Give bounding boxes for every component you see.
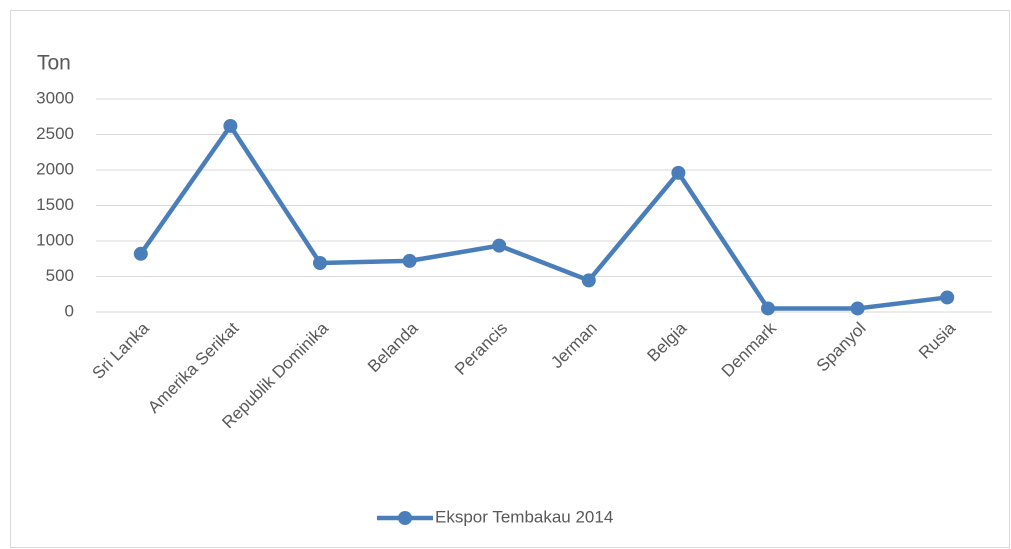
point (850, 301, 865, 316)
line (138, 123, 948, 311)
y-tick-label: 3000 (36, 88, 74, 107)
y-tick-label: 500 (46, 266, 74, 285)
y-tick-label: 0 (65, 301, 74, 320)
chart-border (10, 10, 1010, 548)
point (581, 273, 596, 288)
point (313, 256, 327, 271)
y-tick-label: 2000 (36, 159, 74, 178)
y-tick-label: 2500 (36, 124, 74, 143)
point (223, 118, 238, 133)
point (671, 165, 686, 180)
point (492, 238, 507, 253)
point (761, 301, 775, 316)
legend-marker (398, 511, 412, 525)
point (402, 253, 417, 268)
point (940, 290, 955, 305)
y-tick-label: 1500 (36, 195, 74, 214)
legend-label: Ekspor Tembakau 2014 (435, 507, 613, 526)
point (133, 246, 148, 261)
y-tick-label: 1000 (36, 230, 74, 249)
y-axis-label: Ton (37, 52, 71, 75)
